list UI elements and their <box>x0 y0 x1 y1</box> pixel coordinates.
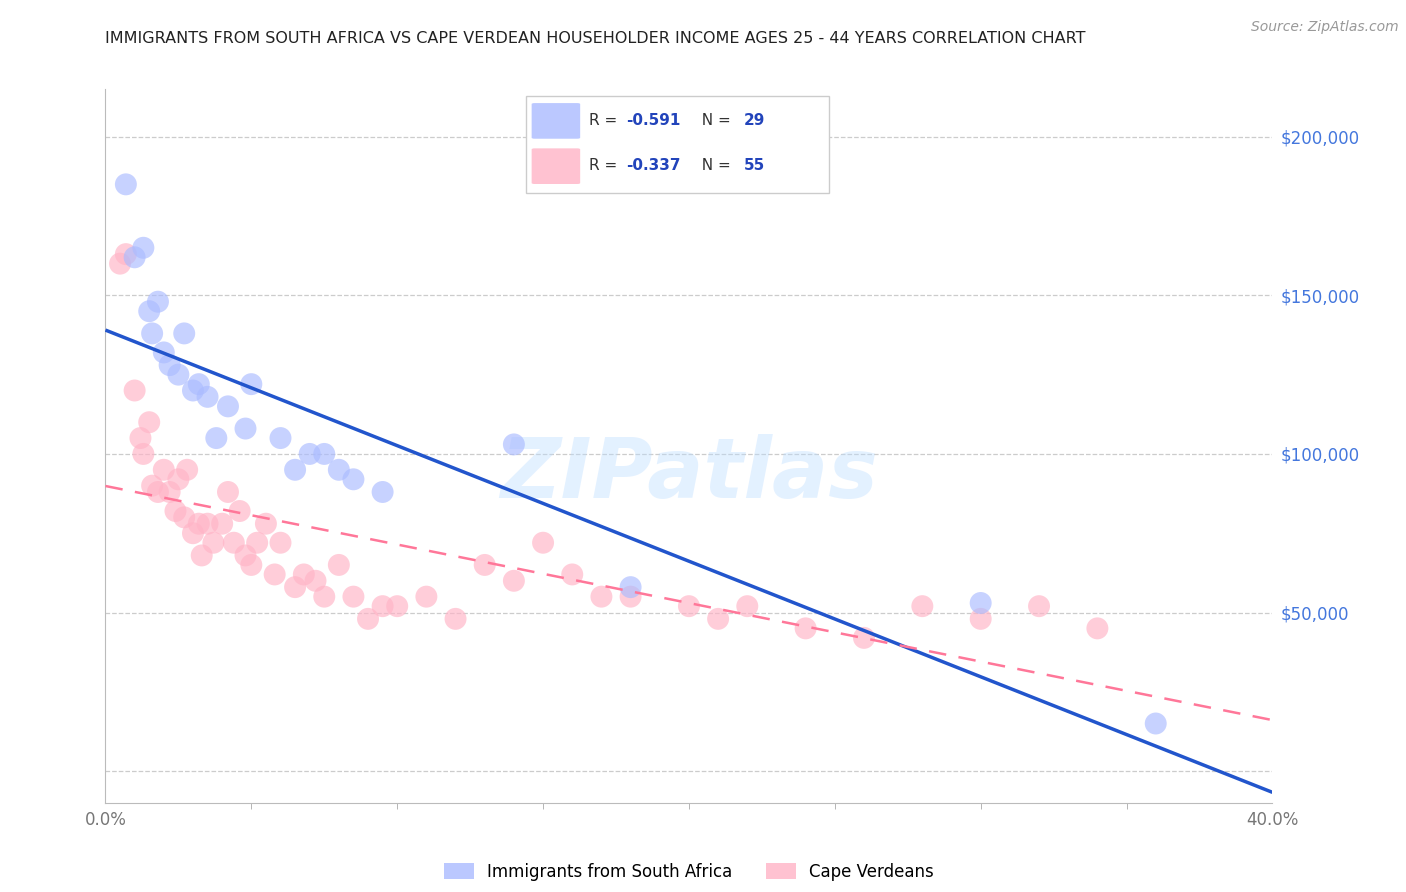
Point <box>371 599 394 614</box>
Point <box>240 558 263 572</box>
Point <box>141 326 163 341</box>
Point <box>129 431 152 445</box>
Point <box>173 326 195 341</box>
Point <box>737 599 759 614</box>
Legend: Immigrants from South Africa, Cape Verdeans: Immigrants from South Africa, Cape Verde… <box>437 856 941 888</box>
Point <box>707 612 730 626</box>
Point <box>173 510 195 524</box>
Point <box>284 580 307 594</box>
Point <box>167 472 190 486</box>
Point <box>228 504 250 518</box>
Point <box>911 599 934 614</box>
Point <box>502 574 524 588</box>
Point <box>1144 716 1167 731</box>
Point <box>205 431 228 445</box>
Point <box>284 463 307 477</box>
Point <box>138 304 160 318</box>
Point <box>619 580 641 594</box>
Point <box>138 415 160 429</box>
Point <box>357 612 380 626</box>
Text: IMMIGRANTS FROM SOUTH AFRICA VS CAPE VERDEAN HOUSEHOLDER INCOME AGES 25 - 44 YEA: IMMIGRANTS FROM SOUTH AFRICA VS CAPE VER… <box>105 31 1085 46</box>
Point <box>852 631 875 645</box>
Point <box>292 567 315 582</box>
Point <box>254 516 277 531</box>
Point <box>619 590 641 604</box>
Point <box>415 590 437 604</box>
Point <box>235 549 257 563</box>
Point <box>246 535 269 549</box>
Point <box>314 447 336 461</box>
Point <box>124 384 146 398</box>
Point <box>190 549 212 563</box>
Point <box>342 590 364 604</box>
Point <box>132 241 155 255</box>
Point <box>181 526 204 541</box>
Point <box>108 257 131 271</box>
Point <box>141 478 163 492</box>
Point <box>328 558 350 572</box>
Point <box>115 247 138 261</box>
Point <box>969 596 991 610</box>
Point <box>187 516 209 531</box>
Point <box>1028 599 1050 614</box>
Point <box>197 390 219 404</box>
Point <box>385 599 408 614</box>
Point <box>165 504 187 518</box>
Point <box>263 567 285 582</box>
Point <box>678 599 700 614</box>
Point <box>146 294 169 309</box>
Point <box>502 437 524 451</box>
Point <box>1085 621 1108 635</box>
Point <box>146 485 169 500</box>
Point <box>969 612 991 626</box>
Point <box>197 516 219 531</box>
Point <box>202 535 225 549</box>
Point <box>187 377 209 392</box>
Point <box>159 358 181 372</box>
Point <box>444 612 467 626</box>
Point <box>342 472 364 486</box>
Point <box>235 421 257 435</box>
Point <box>217 485 239 500</box>
Point <box>591 590 613 604</box>
Point <box>211 516 233 531</box>
Point <box>159 485 181 500</box>
Point <box>269 431 292 445</box>
Point <box>115 178 138 192</box>
Point <box>222 535 245 549</box>
Point <box>314 590 336 604</box>
Point <box>531 535 554 549</box>
Point <box>269 535 292 549</box>
Point <box>176 463 198 477</box>
Point <box>153 463 174 477</box>
Point <box>181 384 204 398</box>
Point <box>124 250 146 264</box>
Text: Source: ZipAtlas.com: Source: ZipAtlas.com <box>1251 20 1399 34</box>
Point <box>240 377 263 392</box>
Point <box>298 447 321 461</box>
Point <box>561 567 583 582</box>
Point <box>328 463 350 477</box>
Point <box>371 485 394 500</box>
Point <box>217 400 239 414</box>
Point <box>474 558 496 572</box>
Point <box>153 345 174 359</box>
Point <box>794 621 817 635</box>
Point <box>132 447 155 461</box>
Text: ZIPatlas: ZIPatlas <box>501 434 877 515</box>
Point <box>304 574 326 588</box>
Point <box>167 368 190 382</box>
